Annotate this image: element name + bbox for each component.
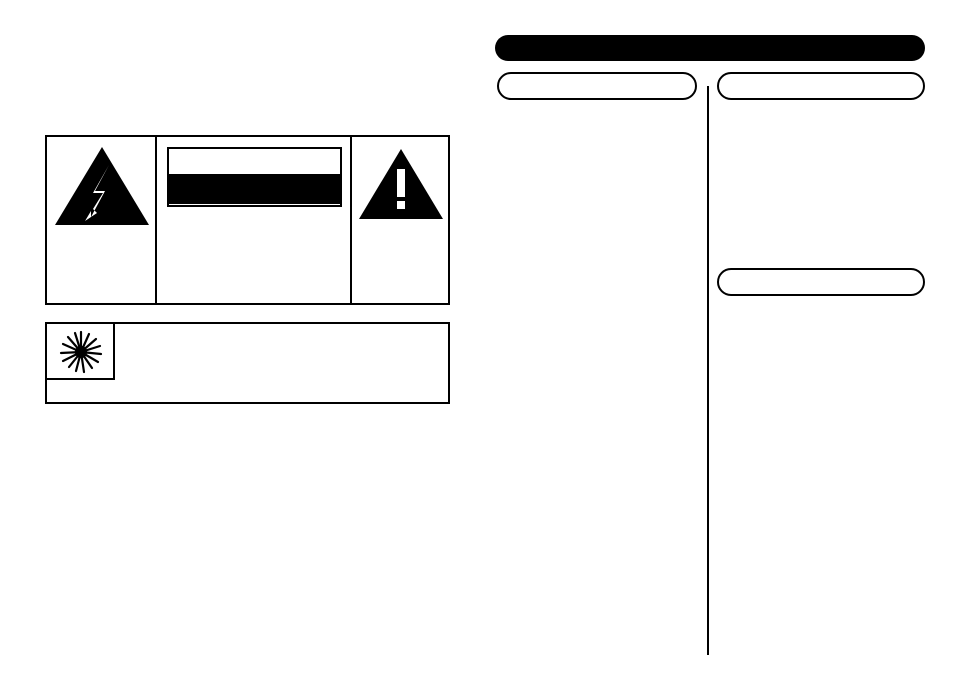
laser-starburst-icon [57,328,105,381]
toc-vertical-divider [707,86,709,655]
caution-label-band [169,174,340,204]
caution-panel [45,135,450,305]
page-root [0,0,954,675]
toc-pill-left [497,72,697,100]
toc-pill-right-2 [717,268,925,296]
toc-pill-right-1 [717,72,925,100]
exclamation-icon [359,149,443,219]
electric-shock-icon [55,147,149,225]
caution-divider-1 [155,137,157,303]
laser-warning-panel [45,322,450,404]
caution-divider-2 [350,137,352,303]
toc-title-bar [495,35,925,61]
